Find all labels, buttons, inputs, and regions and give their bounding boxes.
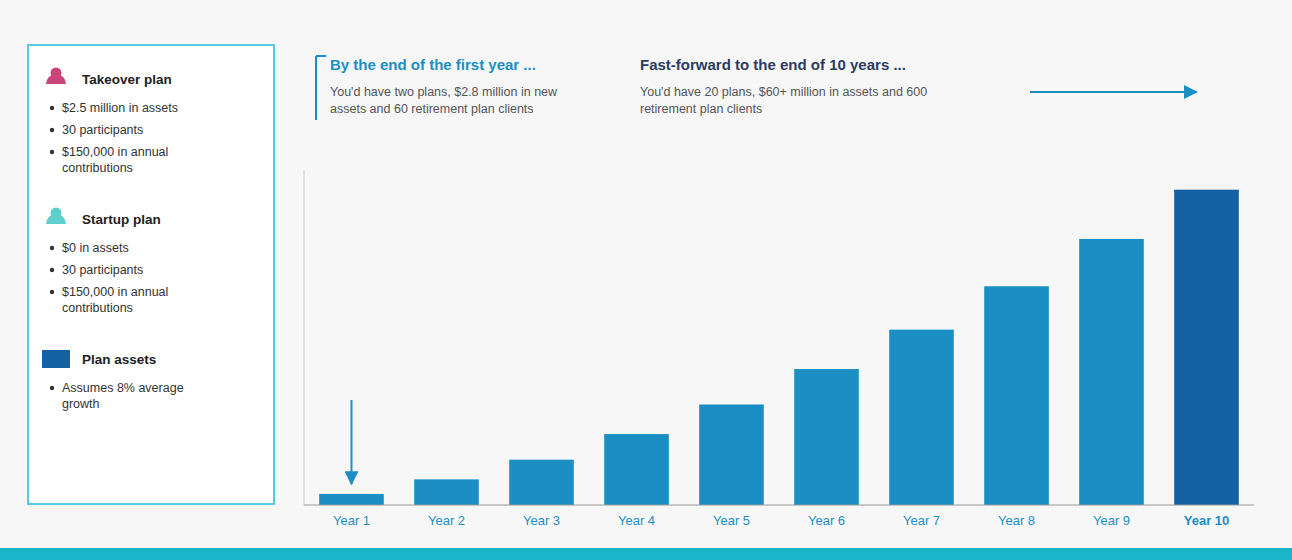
- key-swatch: [42, 350, 70, 368]
- x-tick-label: Year 8: [998, 513, 1035, 528]
- key-bullet: [50, 290, 54, 294]
- key-bullet: [50, 386, 54, 390]
- annotation-text: You'd have 20 plans, $60+ million in ass…: [640, 85, 927, 116]
- x-tick-label: Year 7: [903, 513, 940, 528]
- x-tick-label: Year 3: [523, 513, 560, 528]
- key-text: $2.5 million in assets: [62, 101, 178, 115]
- key-text-line: growth: [62, 397, 100, 411]
- annotation-title-line: Fast-forward to the end of 10 years ...: [640, 56, 906, 73]
- bar: [889, 330, 954, 505]
- annotation-arrow: [351, 400, 353, 484]
- annotation-title-line: By the end of the first year ...: [330, 56, 536, 73]
- key-text: $150,000 in annual contributions: [62, 145, 168, 175]
- key-title-line: Takeover plan: [82, 72, 172, 87]
- y-range-line: [304, 170, 305, 505]
- key-text: $0 in assets: [62, 241, 129, 255]
- x-tick-label: Year 9: [1093, 513, 1130, 528]
- annotation-arrow: [1030, 91, 1197, 93]
- key-text-line: 30 participants: [62, 263, 143, 277]
- key-title-line: Startup plan: [82, 212, 161, 227]
- bar: [794, 369, 859, 505]
- annotation-text-line: You'd have two plans, $2.8 million in ne…: [330, 85, 558, 99]
- x-tick-label: Year 2: [428, 513, 465, 528]
- x-tick-label: Year 4: [618, 513, 655, 528]
- key-text-line: $2.5 million in assets: [62, 101, 178, 115]
- bars: [319, 190, 1239, 505]
- key-bullet: [50, 246, 54, 250]
- annotation-text-line: assets and 60 retirement plan clients: [330, 102, 534, 116]
- annotation-title: By the end of the first year ...: [330, 56, 536, 73]
- key-text-line: $150,000 in annual: [62, 285, 168, 299]
- x-tick-label: Year 6: [808, 513, 845, 528]
- key-text-line: $150,000 in annual: [62, 145, 168, 159]
- person-icon-body: [46, 214, 66, 224]
- x-tick-label: Year 5: [713, 513, 750, 528]
- bar: [509, 460, 574, 505]
- key-text: Assumes 8% average growth: [62, 381, 184, 411]
- person-icon-body: [46, 74, 66, 84]
- key-bullet: [50, 128, 54, 132]
- key-title-line: Plan assets: [82, 352, 156, 367]
- key-panel: [28, 45, 274, 504]
- annotation-text: You'd have two plans, $2.8 million in ne…: [330, 85, 558, 116]
- key-bullet: [50, 268, 54, 272]
- key-text-line: Assumes 8% average: [62, 381, 184, 395]
- key-title: Plan assets: [82, 352, 156, 367]
- x-tick-label: Year 10: [1184, 513, 1230, 528]
- key-text-line: contributions: [62, 161, 133, 175]
- key-text-line: contributions: [62, 301, 133, 315]
- bar: [319, 494, 384, 505]
- key-text-line: 30 participants: [62, 123, 143, 137]
- key-bullet: [50, 150, 54, 154]
- bar: [414, 479, 479, 505]
- bottom-strip: [0, 548, 1292, 560]
- key-text: $150,000 in annual contributions: [62, 285, 168, 315]
- bar: [1174, 190, 1239, 505]
- annotation-text-line: retirement plan clients: [640, 102, 762, 116]
- bar: [699, 405, 764, 506]
- bar: [1079, 239, 1144, 505]
- key-text: 30 participants: [62, 123, 143, 137]
- key-bullet: [50, 106, 54, 110]
- background: [0, 0, 1292, 560]
- key-text-line: $0 in assets: [62, 241, 129, 255]
- key-title: Takeover plan: [82, 72, 172, 87]
- annotation-title: Fast-forward to the end of 10 years ...: [640, 56, 906, 73]
- annotation-text-line: You'd have 20 plans, $60+ million in ass…: [640, 85, 927, 99]
- chart: Year 1 Year 2 Year 3 Year 4 Year 5 Year 6 Year…: [0, 0, 1292, 560]
- annotation-bracket: [316, 55, 326, 57]
- bar: [604, 434, 669, 505]
- x-axis-line: [304, 505, 1254, 506]
- key-title: Startup plan: [82, 212, 161, 227]
- x-tick-label: Year 1: [333, 513, 370, 528]
- annotation-bracket: [315, 56, 317, 120]
- chart-container: Year 1 Year 2 Year 3 Year 4 Year 5 Year 6 Year…: [0, 0, 1292, 560]
- bar: [984, 286, 1049, 505]
- key-text: 30 participants: [62, 263, 143, 277]
